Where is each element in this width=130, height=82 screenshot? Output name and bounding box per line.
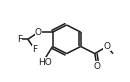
Text: F: F — [32, 45, 37, 54]
Text: HO: HO — [39, 58, 52, 67]
Text: O: O — [35, 28, 42, 37]
Text: O: O — [93, 62, 100, 71]
Text: F: F — [17, 35, 22, 44]
Text: O: O — [103, 42, 110, 51]
